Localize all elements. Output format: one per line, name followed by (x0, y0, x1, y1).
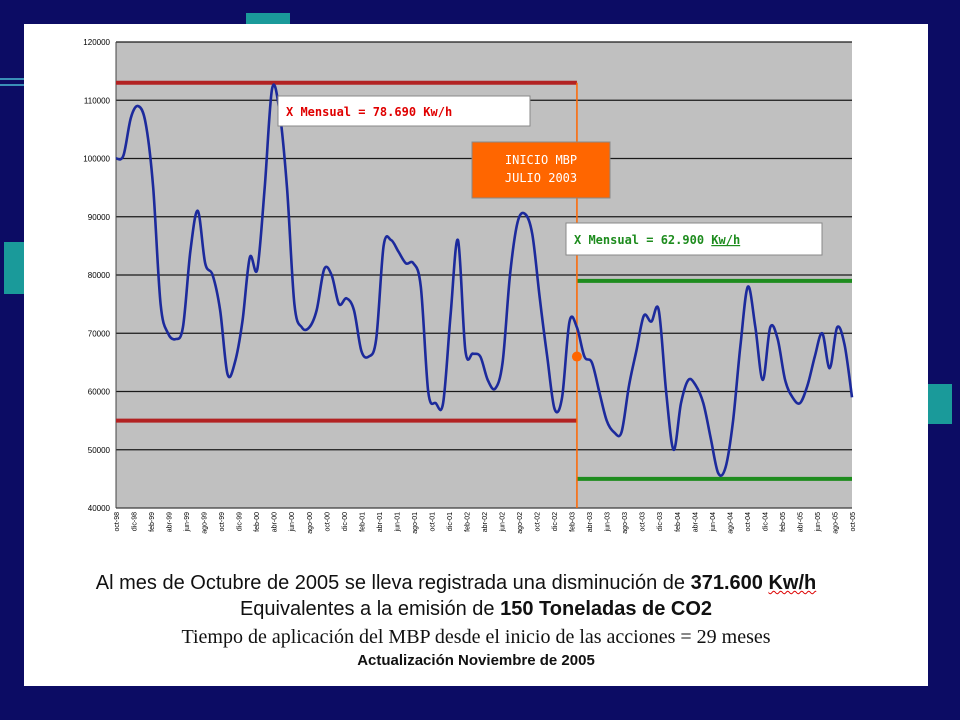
x-tick-label: ago-03 (622, 512, 629, 534)
x-tick-label: dic-00 (342, 512, 349, 531)
x-tick-label: dic-04 (762, 512, 769, 531)
x-tick-label: dic-01 (447, 512, 454, 531)
x-tick-label: oct-98 (114, 512, 121, 532)
x-tick-label: dic-03 (657, 512, 664, 531)
change-point-marker (571, 351, 582, 362)
chart: 40000 50000 60000 70000 80000 90000 100000 1100… (83, 38, 857, 534)
y-tick-label: 120000 (83, 38, 110, 47)
x-tick-label: ago-04 (727, 512, 734, 534)
caption-1-text: Al mes de Octubre de 2005 se lleva regis… (95, 572, 691, 594)
start-label-line-1: INICIO MBP (505, 153, 577, 167)
x-tick-label: abr-05 (797, 512, 804, 532)
caption-2-value: 150 Toneladas de CO2 (500, 598, 713, 620)
x-tick-label: oct-04 (745, 512, 752, 532)
caption-line-4: Actualización Noviembre de 2005 (357, 652, 595, 669)
x-tick-label: abr-03 (587, 512, 594, 532)
x-tick-label: oct-99 (219, 512, 226, 532)
x-tick-label: dic-99 (237, 512, 244, 531)
x-tick-label: jun-03 (605, 512, 612, 533)
x-tick-label: oct-03 (640, 512, 647, 532)
caption-2-text: Equivalentes a la emisión de (239, 598, 501, 620)
x-tick-label: jun-02 (500, 512, 507, 533)
x-tick-label: jun-05 (815, 512, 822, 533)
x-tick-label: abr-04 (692, 512, 699, 532)
y-tick-label: 40000 (88, 504, 111, 513)
caption-line-1: Al mes de Octubre de 2005 se lleva regis… (4, 572, 908, 595)
x-tick-label: abr-99 (167, 512, 174, 532)
caption-line-3: Tiempo de aplicación del MBP desde el in… (181, 626, 771, 648)
x-tick-label: feb-03 (570, 512, 577, 532)
x-tick-label: ago-00 (307, 512, 314, 534)
y-tick-label: 80000 (88, 271, 111, 280)
x-tick-label: ago-05 (832, 512, 839, 534)
x-tick-label: oct-01 (429, 512, 436, 532)
caption-line-2: Equivalentes a la emisión de 150 Tonelad… (24, 598, 928, 621)
x-tick-label: jun-00 (289, 512, 296, 533)
x-tick-label: abr-01 (377, 512, 384, 532)
decor-square-right (928, 384, 952, 424)
x-tick-label: oct-02 (535, 512, 542, 532)
before-mean-box (277, 95, 531, 127)
x-tick-label: oct-05 (850, 512, 857, 532)
y-tick-label: 70000 (88, 329, 111, 338)
caption-1-value: 371.600 (690, 572, 763, 594)
y-tick-label: 50000 (88, 446, 111, 455)
y-tick-label: 60000 (88, 388, 111, 397)
x-tick-label: jun-04 (710, 512, 717, 533)
start-label-line-2: JULIO 2003 (505, 171, 577, 185)
x-tick-label: jun-01 (394, 512, 401, 533)
x-tick-label: abr-02 (482, 512, 489, 532)
x-tick-label: feb-00 (254, 512, 261, 532)
x-tick-label: dic-02 (552, 512, 559, 531)
after-mean-unit: Kw/h (711, 233, 740, 247)
after-mean-text: X Mensual = 62.900 (574, 233, 711, 247)
before-mean-label: X Mensual = 78.690 Kw/h (286, 105, 452, 119)
decor-line-left (0, 78, 24, 80)
decor-square-left (4, 242, 24, 294)
y-tick-label: 100000 (83, 155, 110, 164)
caption-1-unit: Kw/h (768, 572, 817, 594)
x-tick-label: abr-00 (272, 512, 279, 532)
start-label-box (471, 141, 611, 199)
after-mean-box (565, 222, 823, 256)
x-tick-label: feb-01 (359, 512, 366, 532)
x-tick-label: feb-05 (780, 512, 787, 532)
x-tick-label: feb-02 (464, 512, 471, 532)
x-tick-label: dic-98 (132, 512, 139, 531)
series-line (115, 83, 854, 477)
x-tick-label: feb-99 (149, 512, 156, 532)
decor-line-left-2 (0, 84, 24, 86)
slide-card: 40000 50000 60000 70000 80000 90000 100000 1100… (24, 24, 928, 686)
x-tick-label: ago-01 (412, 512, 419, 534)
x-tick-label: ago-99 (202, 512, 209, 534)
x-tick-label: ago-02 (517, 512, 524, 534)
y-tick-label: 90000 (88, 213, 111, 222)
x-tick-label: oct-00 (324, 512, 331, 532)
x-tick-label: feb-04 (675, 512, 682, 532)
after-mean-label: X Mensual = 62.900 Kw/h (574, 233, 740, 247)
y-tick-label: 110000 (84, 96, 111, 105)
x-tick-label: jun-99 (184, 512, 191, 533)
